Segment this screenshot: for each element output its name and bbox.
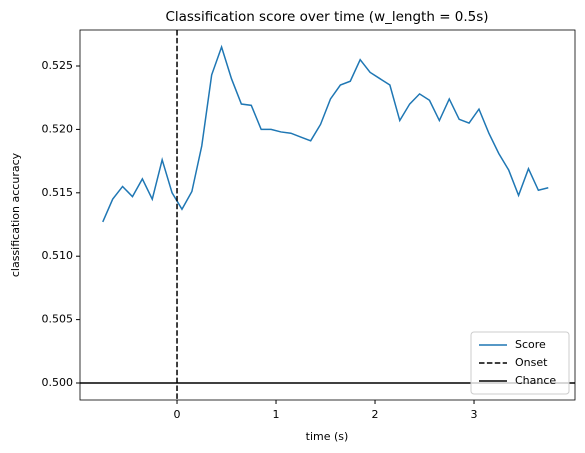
legend-label: Chance [515,374,556,387]
legend-box [470,331,570,395]
y-tick-label: 0.520 [42,122,74,135]
y-tick-label: 0.505 [42,313,74,326]
y-tick-label: 0.525 [42,59,74,72]
legend-label: Onset [515,356,548,369]
y-axis-label: classification accuracy [9,152,22,277]
x-tick-label: 1 [273,408,280,421]
x-tick-label: 3 [471,408,478,421]
y-tick-label: 0.500 [42,376,74,389]
chart-title: Classification score over time (w_length… [165,9,488,25]
plot-frame [79,29,576,401]
y-tick-label: 0.510 [42,249,74,262]
y-tick-label: 0.515 [42,186,74,199]
score-line [102,44,549,223]
x-axis-label: time (s) [306,430,349,443]
legend-label: Score [515,338,546,351]
x-tick-label: 2 [372,408,379,421]
x-tick-label: 0 [174,408,181,421]
